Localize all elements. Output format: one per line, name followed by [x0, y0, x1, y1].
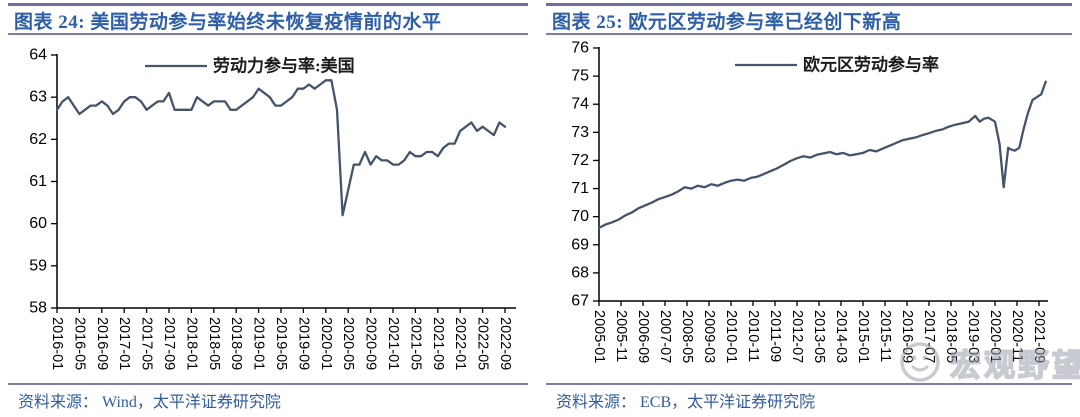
svg-text:2016-09: 2016-09	[899, 310, 915, 363]
euro-labor-participation-chart: 67 68 69 70 71 72 73 74 75 76 2005-01 2005-11 2006-0…	[571, 40, 1048, 363]
svg-text:2019-05: 2019-05	[273, 317, 289, 370]
svg-text:2005-11: 2005-11	[613, 310, 629, 362]
svg-text:63: 63	[29, 89, 47, 106]
svg-text:2020-11: 2020-11	[1009, 310, 1025, 362]
svg-text:2022-09: 2022-09	[497, 317, 513, 370]
panel-bottom-rule	[546, 383, 1072, 385]
svg-text:2010-01: 2010-01	[723, 310, 739, 363]
chart-title-euro: 图表 25: 欧元区劳动参与率已经创下新高	[552, 12, 902, 33]
svg-text:2016-01: 2016-01	[49, 317, 65, 370]
svg-text:2017-05: 2017-05	[139, 317, 155, 370]
svg-text:2005-01: 2005-01	[591, 310, 607, 363]
svg-text:67: 67	[571, 293, 589, 310]
svg-text:2017-01: 2017-01	[116, 317, 132, 370]
svg-text:2009-03: 2009-03	[701, 310, 717, 363]
svg-text:2016-05: 2016-05	[71, 317, 87, 370]
svg-text:58: 58	[29, 300, 47, 317]
title-underline	[8, 33, 528, 35]
panel-bottom-rule	[8, 383, 528, 385]
svg-text:2018-09: 2018-09	[228, 317, 244, 370]
svg-text:2021-05: 2021-05	[407, 317, 423, 370]
svg-text:2021-09: 2021-09	[1031, 310, 1047, 363]
svg-text:68: 68	[571, 264, 589, 281]
svg-text:74: 74	[571, 96, 589, 113]
source-note-euro: 资料来源： ECB，太平洋证券研究院	[556, 394, 816, 411]
svg-text:2019-03: 2019-03	[965, 310, 981, 363]
svg-text:62: 62	[29, 131, 47, 148]
svg-text:2020-09: 2020-09	[363, 317, 379, 370]
svg-text:2018-05: 2018-05	[943, 310, 959, 363]
svg-text:70: 70	[571, 208, 589, 225]
svg-text:2015-01: 2015-01	[855, 310, 871, 363]
title-underline	[546, 33, 1072, 35]
svg-text:2006-09: 2006-09	[635, 310, 651, 363]
panel-top-rule	[546, 3, 1072, 6]
svg-text:60: 60	[29, 215, 47, 232]
source-note-us: 资料来源： Wind，太平洋证券研究院	[18, 394, 281, 411]
svg-text:欧元区劳动参与率: 欧元区劳动参与率	[803, 55, 939, 75]
svg-text:2012-07: 2012-07	[789, 310, 805, 363]
svg-text:劳动力参与率:美国: 劳动力参与率:美国	[213, 56, 355, 76]
svg-text:73: 73	[571, 124, 589, 141]
svg-text:69: 69	[571, 236, 589, 253]
svg-text:72: 72	[571, 152, 589, 169]
svg-text:2018-05: 2018-05	[206, 317, 222, 370]
svg-text:2016-09: 2016-09	[94, 317, 110, 370]
svg-text:59: 59	[29, 257, 47, 274]
us-labor-participation-chart: 58 59 60 61 62 63 64 2016-01 2016-05 2016-09 2017-…	[29, 47, 516, 370]
chart-title-us: 图表 24: 美国劳动参与率始终未恢复疫情前的水平	[14, 12, 442, 33]
svg-text:2021-01: 2021-01	[385, 317, 401, 370]
svg-text:2014-03: 2014-03	[833, 310, 849, 363]
svg-text:2019-01: 2019-01	[251, 317, 267, 370]
svg-text:2011-09: 2011-09	[767, 310, 783, 362]
panel-top-rule	[8, 3, 528, 6]
svg-text:2018-01: 2018-01	[183, 317, 199, 370]
svg-text:76: 76	[571, 40, 589, 57]
svg-text:2020-01: 2020-01	[318, 317, 334, 370]
svg-text:2022-05: 2022-05	[475, 317, 491, 370]
svg-text:2021-09: 2021-09	[430, 317, 446, 370]
svg-text:2017-07: 2017-07	[921, 310, 937, 363]
svg-text:71: 71	[571, 180, 589, 197]
svg-text:2022-01: 2022-01	[452, 317, 468, 370]
svg-text:61: 61	[29, 173, 47, 190]
panel-us-chart: 图表 24: 美国劳动参与率始终未恢复疫情前的水平 58 59 60 61 62 63 64…	[8, 0, 528, 417]
svg-text:2015-11: 2015-11	[877, 310, 893, 362]
svg-text:2020-01: 2020-01	[987, 310, 1003, 363]
svg-text:64: 64	[29, 47, 47, 64]
svg-text:2017-09: 2017-09	[161, 317, 177, 370]
svg-text:2008-05: 2008-05	[679, 310, 695, 363]
svg-text:75: 75	[571, 68, 589, 85]
svg-text:2010-11: 2010-11	[745, 310, 761, 362]
svg-text:2013-05: 2013-05	[811, 310, 827, 363]
svg-text:2007-07: 2007-07	[657, 310, 673, 363]
panel-euro-chart: 图表 25: 欧元区劳动参与率已经创下新高 67 68 69 70 71 72 73 74 75…	[546, 0, 1072, 417]
svg-text:2019-09: 2019-09	[295, 317, 311, 370]
svg-text:2020-05: 2020-05	[340, 317, 356, 370]
